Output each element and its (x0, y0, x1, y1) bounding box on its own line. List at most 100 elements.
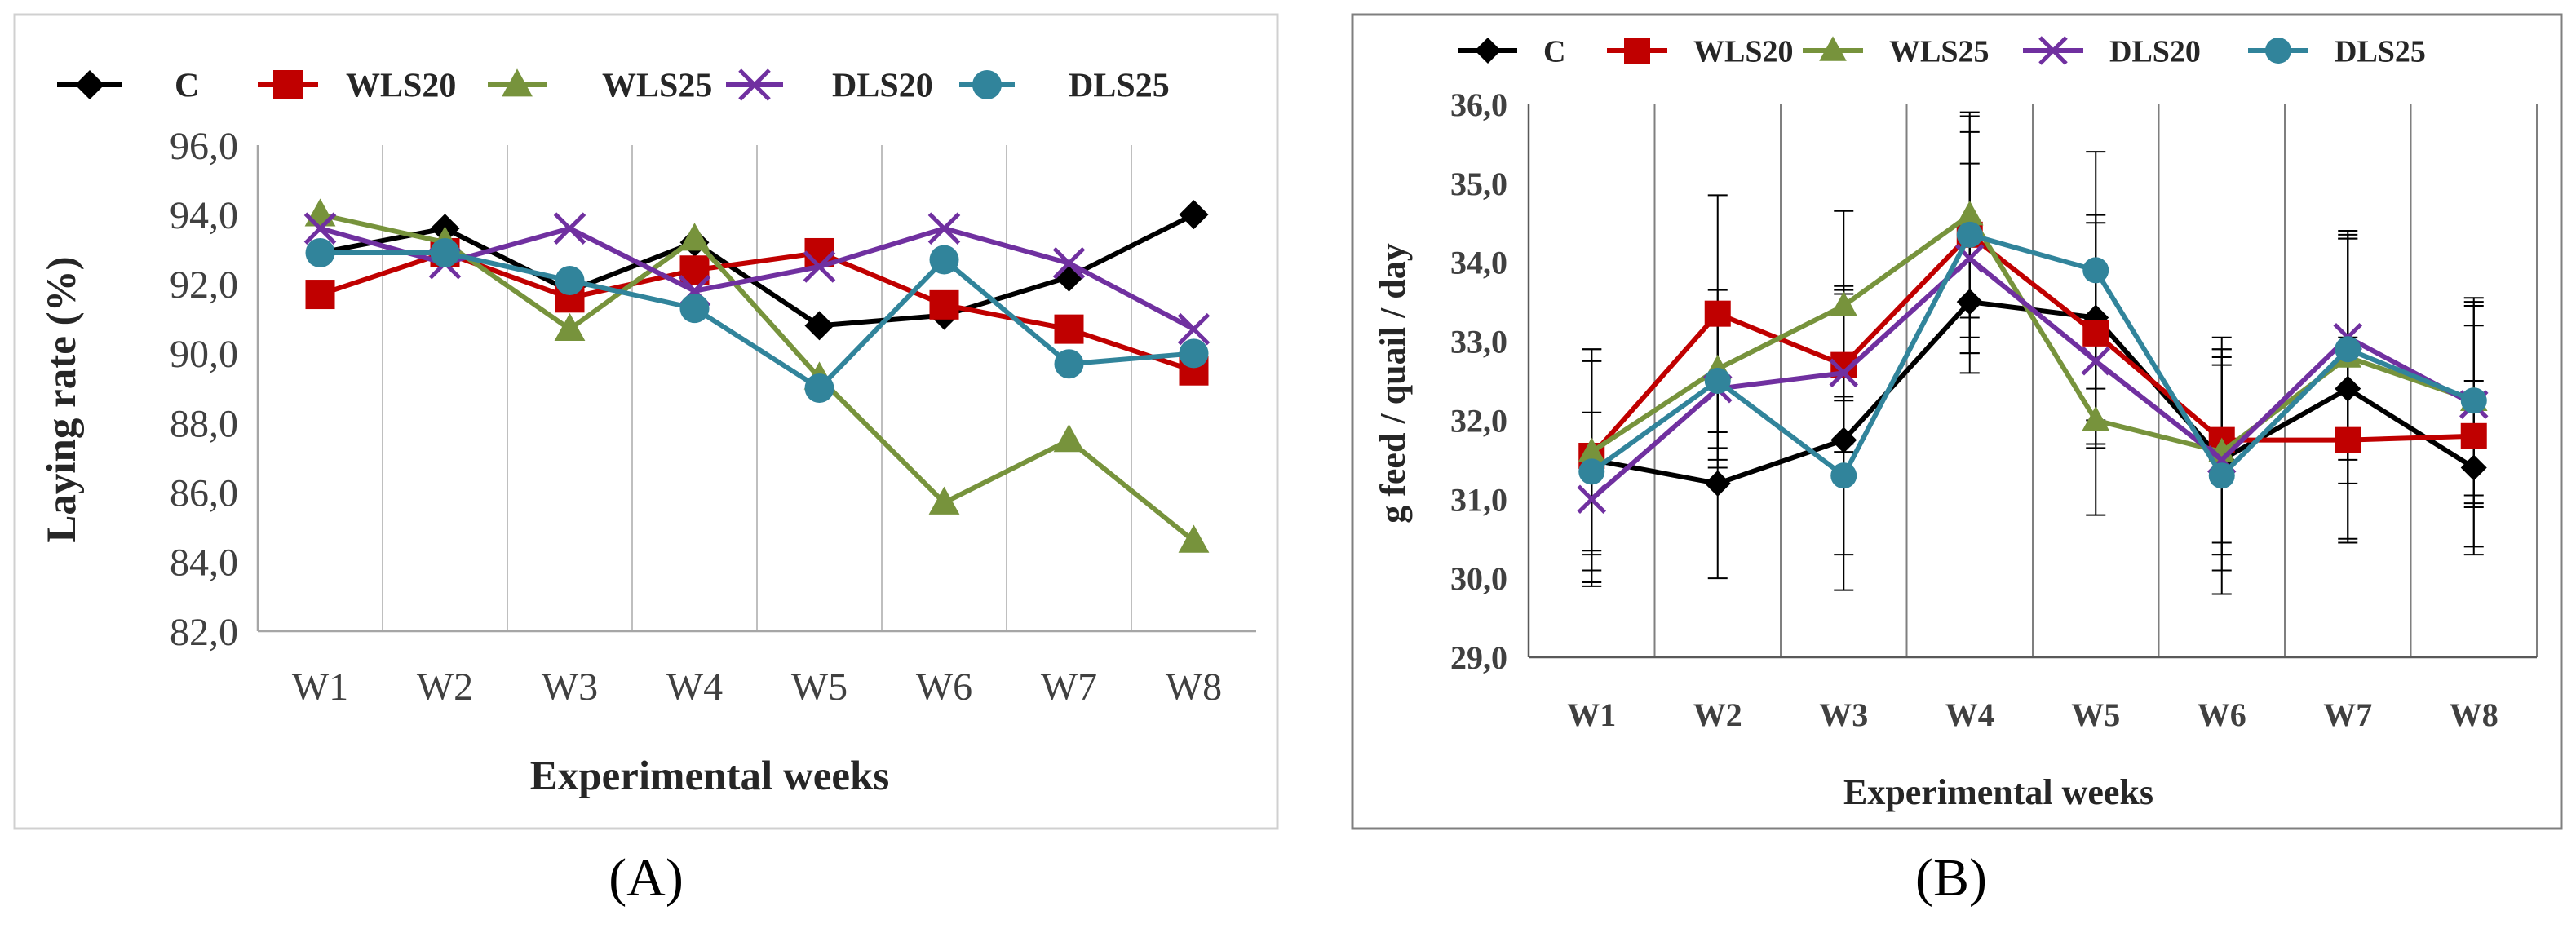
panel-a-data-point (555, 266, 585, 296)
panel-a-frame (13, 13, 1279, 830)
panel-b-x-tick-label: W6 (2198, 696, 2246, 733)
panel-b-data-point (2082, 320, 2109, 347)
panel-b-data-point (2460, 387, 2487, 414)
panel-b-series (1577, 201, 2489, 515)
panel-a-series-line (319, 212, 1195, 329)
panel-b-y-tick-label: 34,0 (1450, 245, 1507, 281)
panel-b-legend-marker (1475, 38, 1501, 64)
panel-a-data-point (1054, 314, 1084, 344)
panel-b-x-tick-label: W5 (2071, 696, 2120, 733)
panel-b-y-tick-label: 31,0 (1450, 481, 1507, 518)
panel-a-x-tick-label: W7 (1041, 665, 1097, 709)
panel-a-y-tick-label: 94,0 (170, 194, 238, 237)
panel-b-data-point (2460, 422, 2487, 449)
panel-a-data-point (1053, 424, 1085, 453)
panel-a-legend-marker (738, 68, 771, 101)
panel-a-data-point (305, 237, 335, 267)
panel-a-legend-entry: C (57, 68, 199, 105)
panel-b-data-point (1956, 221, 1983, 248)
panel-b-data-point (1577, 484, 1607, 515)
panel-b-legend-label: WLS25 (1889, 34, 1989, 68)
panel-a-chart: 82,084,086,088,090,092,094,096,0 W1 W2 W3 W… (13, 13, 1279, 830)
panel-a-data-point (929, 245, 959, 275)
panel-a-legend-label: DLS25 (1069, 68, 1170, 105)
panel-b-data-point (2082, 405, 2110, 431)
panel-a-x-tick-label: W8 (1166, 665, 1222, 709)
panel-b-x-tick-label: W8 (2450, 696, 2499, 733)
panel-a-data-point (804, 373, 834, 403)
panel-a-legend-entry: DLS20 (726, 68, 933, 105)
panel-b-legend-label: DLS20 (2109, 34, 2201, 68)
panel-b-y-tick-label: 29,0 (1450, 639, 1507, 676)
panel-b-data-point (2335, 336, 2361, 363)
panel-b-legend-entry: DLS25 (2248, 34, 2426, 68)
panel-a-series-wls20 (305, 237, 1209, 386)
panel-a-legend-entry: WLS20 (258, 68, 456, 105)
panel-b-data-point (1704, 470, 1731, 497)
panel-a-legend-entry: DLS25 (959, 68, 1170, 105)
panel-a-data-point (804, 311, 834, 341)
panel-a-data-point (305, 280, 335, 310)
panel-a-y-tick-label: 84,0 (170, 541, 238, 585)
panel-b-legend-marker (1819, 36, 1847, 61)
panel-b-x-tick-label: W1 (1567, 696, 1616, 733)
panel-a-x-tick-label: W5 (791, 665, 848, 709)
panel-b-series-line (1590, 255, 2476, 502)
panel-a-data-point (553, 212, 586, 245)
panel-b-data-point (2335, 426, 2361, 453)
panel-b-data-point (2460, 454, 2487, 481)
panel-b-data-point (1955, 201, 1984, 226)
panel-a-data-point (1179, 338, 1209, 369)
panel-a-x-tick-label: W4 (666, 665, 723, 709)
panel-b-legend-marker (2038, 36, 2068, 65)
panel-a-x-tick-label: W6 (916, 665, 972, 709)
panel-a-x-tick-label: W2 (417, 665, 473, 709)
panel-a-data-point (927, 212, 961, 245)
panel-b-x-axis-title: Experimental weeks (1843, 772, 2153, 812)
panel-b-y-tick-label: 33,0 (1450, 324, 1507, 360)
panel-a-legend-label: WLS25 (602, 68, 712, 105)
panel-b-legend-label: DLS25 (2335, 34, 2426, 68)
panel-a-data-point (1178, 524, 1210, 553)
panel-a-axes (256, 145, 1256, 633)
panel-b-y-tick-label: 36,0 (1450, 86, 1507, 123)
panel-a-data-point (929, 289, 959, 320)
panel-a-y-tick-label: 96,0 (170, 125, 238, 168)
panel-b-data-point (2081, 347, 2111, 376)
panel-a-y-tick-label: 90,0 (170, 333, 238, 376)
panel-b-data-point (1829, 358, 1859, 388)
panel-b-chart: 29,030,031,032,033,034,035,036,0 W1 W2 W3 W… (1351, 13, 2563, 830)
panel-b-y-tick-label: 35,0 (1450, 166, 1507, 202)
panel-a-x-ticks: W1 W2 W3 W4 W5 W6 W7 W8 (292, 665, 1222, 709)
panel-a-series-line (320, 250, 1194, 391)
panel-b-legend-marker (1624, 38, 1650, 64)
panel-b-x-tick-label: W3 (1819, 696, 1868, 733)
panel-a-data-point (1179, 200, 1209, 230)
panel-b-data-point (2208, 462, 2235, 489)
panel-b-x-tick-label: W7 (2323, 696, 2372, 733)
panel-a-legend-label: DLS20 (832, 68, 933, 105)
panel-a-data-point (303, 212, 337, 245)
panel-b-data-point (1830, 291, 1858, 316)
panel-b-frame (1351, 13, 2563, 830)
panel-b-legend: C WLS20 WLS25 DLS20 DLS25 (1458, 34, 2426, 68)
panel-a-legend-marker (75, 70, 104, 99)
panel-b-data-point (1578, 458, 1605, 485)
panel-b-data-point (1830, 426, 1857, 453)
panel-a-legend-label: WLS20 (346, 68, 456, 105)
panel-a-y-ticks: 82,0 84,0 86,0 88,0 90,0 92,0 94,0 96,0 (170, 125, 238, 654)
panel-a-data-point (1052, 246, 1086, 280)
panel-a-legend-label: C (175, 68, 199, 105)
panel-a-x-axis-title: Experimental weeks (530, 753, 890, 799)
panel-a-x-tick-label: W1 (292, 665, 348, 709)
panel-b-axes (1527, 104, 2537, 659)
panel-b-series-dls25 (1578, 221, 2487, 489)
panel-a-legend-marker (502, 68, 533, 97)
panel-b-legend-entry: DLS20 (2023, 34, 2201, 68)
panel-a-data-point (679, 294, 710, 324)
panel-b-data-point (2082, 257, 2109, 284)
panel-a-data-point (803, 250, 836, 283)
panel-a-data-point (430, 237, 460, 267)
panel-b-label: (B) (1915, 848, 1987, 908)
